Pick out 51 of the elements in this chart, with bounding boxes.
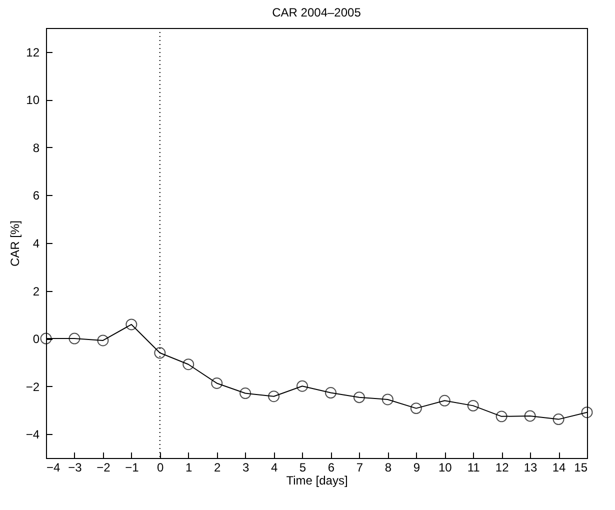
x-tick-label: 2	[214, 460, 221, 474]
point	[353, 392, 365, 404]
y-tick-label: −4	[26, 428, 40, 442]
x-tick-label: −4	[46, 460, 61, 474]
x-tick-label: 11	[467, 460, 480, 474]
y-tick-label: 4	[32, 236, 40, 250]
point	[382, 394, 394, 406]
x-axis-title: Time [days]	[286, 474, 348, 488]
x-tick-label: 0	[157, 460, 164, 474]
x-tick-label: 5	[299, 460, 306, 474]
x-tick-label: 12	[495, 460, 510, 474]
point	[268, 390, 280, 402]
point	[410, 402, 422, 414]
point	[154, 347, 166, 359]
y-tick-label: 6	[32, 188, 40, 203]
x-tick-label: −2	[96, 460, 111, 474]
x-tick-label: 9	[413, 460, 420, 474]
point	[126, 318, 138, 330]
y-tick-label: 12	[26, 45, 40, 60]
y-axis-title: CAR [%]	[8, 220, 22, 267]
point	[182, 358, 194, 370]
y-tick-label: 10	[26, 93, 40, 108]
point	[97, 334, 109, 346]
y-tick-label: −2	[26, 380, 40, 394]
x-tick-label: 6	[328, 460, 335, 474]
point	[524, 410, 536, 422]
point	[552, 414, 564, 426]
x-tick-label: 10	[438, 460, 452, 474]
x-tick-label: 8	[384, 460, 392, 474]
x-tick-label: −3	[68, 460, 82, 474]
x-tick-label: 3	[242, 460, 250, 474]
point	[581, 406, 593, 418]
point	[467, 400, 479, 412]
x-tick-label: 4	[270, 460, 278, 474]
x-tick-label: 1	[186, 460, 193, 474]
x-tick-label: 13	[524, 460, 538, 474]
point	[240, 388, 252, 399]
point	[496, 410, 508, 422]
x-tick-label: −1	[125, 460, 140, 474]
point	[211, 377, 223, 389]
point	[296, 380, 308, 392]
x-tick-label: 7	[356, 460, 364, 474]
y-tick-label: 2	[32, 284, 40, 298]
point	[68, 332, 80, 344]
point	[324, 387, 336, 399]
chart-title: CAR 2004–2005	[272, 6, 362, 20]
y-tick-label: 8	[32, 140, 40, 155]
point	[438, 394, 450, 406]
x-tick-label: 15	[574, 460, 588, 474]
y-tick-label: 0	[32, 332, 40, 346]
x-tick-label: 14	[552, 460, 566, 474]
